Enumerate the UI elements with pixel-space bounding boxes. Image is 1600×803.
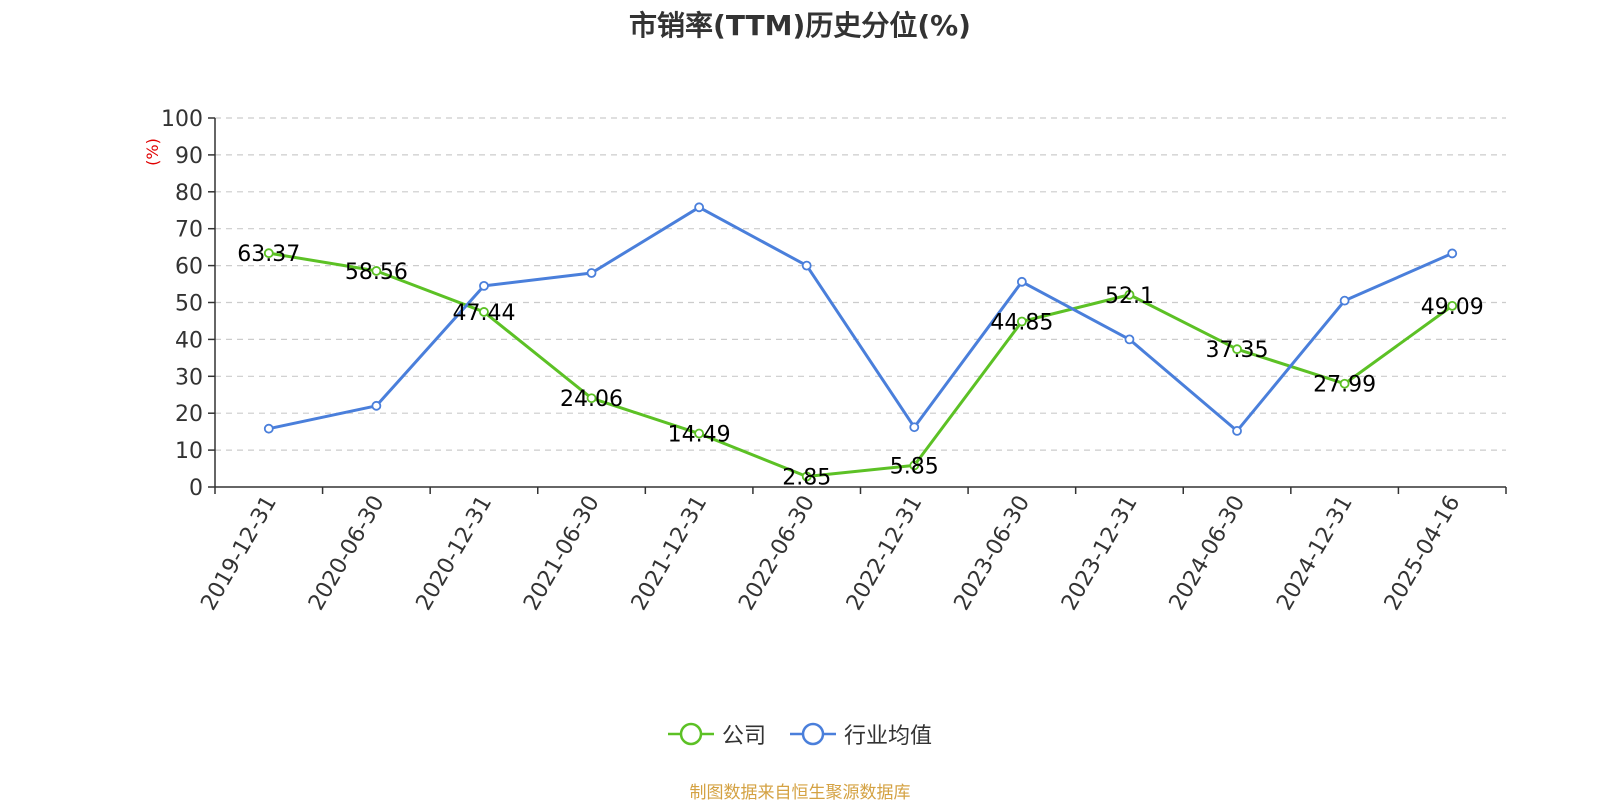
data-point xyxy=(371,400,382,411)
data-label: 49.09 xyxy=(1421,295,1484,320)
data-point xyxy=(1339,378,1350,389)
data-point xyxy=(371,266,382,276)
x-tick-label: 2022-12-31 xyxy=(842,492,928,615)
legend: 公司 行业均值 xyxy=(0,718,1600,750)
series-line-company xyxy=(268,251,1454,478)
data-point xyxy=(263,248,274,259)
legend-marker-company xyxy=(667,722,714,746)
x-tick-label: 2021-12-31 xyxy=(627,492,713,615)
legend-label-industry: 行业均值 xyxy=(844,724,933,749)
data-point xyxy=(1447,248,1458,259)
legend-label-company: 公司 xyxy=(721,724,766,749)
data-point xyxy=(1124,334,1135,345)
axes: 0 10 20 30 40 50 60 70 80 90 100 (%) 2019-12-31 2020-… xyxy=(143,107,1507,615)
data-point xyxy=(801,471,812,482)
legend-item-company[interactable]: 公司 xyxy=(667,718,766,750)
x-tick-label: 2022-06-30 xyxy=(734,492,820,615)
data-point xyxy=(263,423,274,434)
data-point xyxy=(1232,426,1242,436)
data-label: 47.44 xyxy=(452,301,515,326)
x-tick-label: 2024-12-31 xyxy=(1272,492,1358,615)
y-tick-label: 60 xyxy=(175,255,203,280)
x-tick-label: 2019-12-31 xyxy=(196,492,282,615)
source-note: 制图数据来自恒生聚源数据库 xyxy=(689,783,911,803)
series-line-industry xyxy=(268,205,1453,433)
data-point xyxy=(1016,276,1027,287)
data-point xyxy=(909,422,920,433)
legend-marker-industry xyxy=(790,722,836,746)
data-label: 27.99 xyxy=(1313,373,1376,398)
legend-item-industry[interactable]: 行业均值 xyxy=(790,718,932,750)
x-tick-label: 2023-12-31 xyxy=(1057,492,1143,615)
data-point xyxy=(909,460,920,471)
data-point xyxy=(801,260,812,271)
data-label: 52.1 xyxy=(1105,284,1154,309)
y-tick-label: 100 xyxy=(161,107,203,132)
data-point xyxy=(694,202,705,213)
y-axis-label: (%) xyxy=(143,138,162,166)
data-point xyxy=(1232,344,1242,355)
y-tick-label: 90 xyxy=(175,144,203,169)
y-tick-label: 40 xyxy=(175,328,203,353)
x-tick-label: 2020-12-31 xyxy=(412,492,498,615)
y-tick-label: 20 xyxy=(175,402,203,427)
x-tick-label: 2024-06-30 xyxy=(1165,492,1251,615)
data-point xyxy=(1016,316,1027,327)
data-point xyxy=(586,268,597,278)
x-tick-label: 2020-06-30 xyxy=(304,492,390,615)
y-tick-label: 10 xyxy=(175,439,203,464)
x-tick-label: 2021-06-30 xyxy=(519,492,605,615)
data-label: 2.85 xyxy=(782,465,831,490)
chart-title: 市销率(TTM)历史分位(%) xyxy=(629,9,971,42)
data-label: 44.85 xyxy=(990,311,1053,336)
x-tick-label: 2023-06-30 xyxy=(949,492,1035,615)
data-label: 5.85 xyxy=(890,454,939,479)
data-labels: 63.37 58.56 47.44 24.06 14.49 2.85 5.85 44.85 52… xyxy=(237,242,1483,490)
data-point xyxy=(479,307,489,317)
data-label: 63.37 xyxy=(237,242,300,267)
data-point xyxy=(586,393,597,404)
data-label: 14.49 xyxy=(668,423,731,448)
x-tick-label: 2025-04-16 xyxy=(1380,492,1466,615)
data-point xyxy=(479,280,489,291)
series-lines xyxy=(263,202,1458,482)
data-label: 58.56 xyxy=(345,260,408,285)
y-tick-label: 0 xyxy=(189,476,203,501)
y-tick-label: 80 xyxy=(175,181,203,206)
y-tick-label: 70 xyxy=(175,218,203,243)
y-tick-label: 50 xyxy=(175,292,203,317)
data-label: 24.06 xyxy=(560,387,623,412)
data-point xyxy=(694,428,705,439)
data-label: 37.35 xyxy=(1206,338,1269,363)
data-point xyxy=(1339,295,1350,306)
y-tick-label: 30 xyxy=(175,365,203,390)
data-point xyxy=(1447,300,1458,311)
data-point xyxy=(1124,289,1135,300)
